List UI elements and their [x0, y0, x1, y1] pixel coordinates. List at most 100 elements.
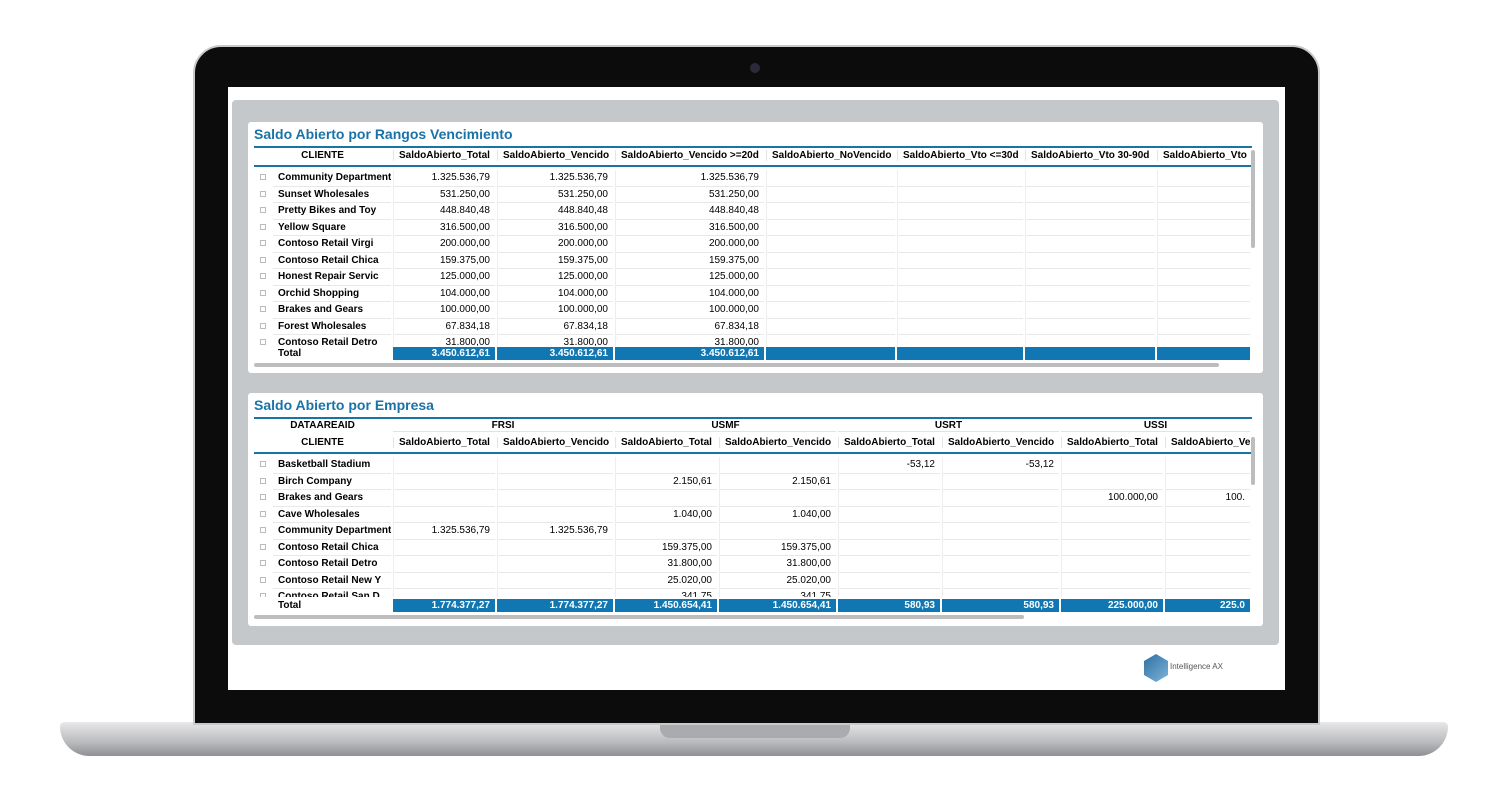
value-cell: 448.840,48 — [393, 203, 495, 220]
total-cell: 1.774.377,27 — [393, 599, 495, 612]
total-cell — [1157, 347, 1250, 360]
table-cell — [1061, 556, 1163, 573]
table-cell — [393, 457, 495, 474]
table-cell — [838, 589, 940, 597]
table-cell — [1025, 186, 1155, 203]
value-cell: 100.000,00 — [1061, 490, 1163, 507]
table-cell — [942, 539, 1059, 556]
column-header: CLIENTE — [301, 150, 344, 161]
value-cell: 100.000,00 — [615, 302, 764, 319]
logo-icon — [1144, 654, 1168, 682]
expand-icon — [260, 190, 266, 197]
value-cell: 2.150,61 — [719, 473, 836, 490]
row-label: Sunset Wholesales — [273, 187, 391, 203]
header-rule — [254, 452, 1252, 454]
expand-icon — [260, 527, 266, 533]
value-cell: 159.375,00 — [719, 539, 836, 556]
total-cell: 3.450.612,61 — [393, 347, 495, 360]
group-header: USRT — [838, 420, 1059, 432]
table-cell — [497, 457, 613, 474]
table-cell — [897, 252, 1023, 269]
table-cell — [1165, 589, 1250, 597]
h-scrollbar — [254, 615, 1024, 619]
value-cell: 25.020,00 — [615, 572, 717, 589]
table-cell — [615, 523, 717, 540]
value-cell: 316.500,00 — [497, 219, 613, 236]
table-cell — [497, 589, 613, 597]
table-cell — [897, 269, 1023, 286]
row-label: Orchid Shopping — [273, 286, 391, 302]
table-cell — [942, 490, 1059, 507]
table-cell — [766, 203, 895, 220]
table-cell — [1061, 457, 1163, 474]
table-cell — [766, 318, 895, 335]
value-cell: 531.250,00 — [615, 186, 764, 203]
value-cell: 200.000,00 — [615, 236, 764, 253]
table-body: Community Department 1.325.536,79 1.325.53… — [248, 170, 1252, 346]
table-cell — [1157, 285, 1250, 302]
total-cell: 1.450.654,41 — [719, 599, 836, 612]
value-cell: 316.500,00 — [393, 219, 495, 236]
value-cell: 1.325.536,79 — [393, 523, 495, 540]
row-label: Contoso Retail Detro — [273, 556, 391, 573]
value-cell: 31.800,00 — [615, 335, 764, 346]
value-cell: 2.150,61 — [615, 473, 717, 490]
value-cell: 104.000,00 — [393, 285, 495, 302]
table-cell — [838, 490, 940, 507]
table-cell — [942, 523, 1059, 540]
table-cell — [838, 473, 940, 490]
expand-icon — [260, 560, 266, 566]
column-header: SaldoAbierto_Vencido — [942, 437, 1059, 448]
row-label: Brakes and Gears — [273, 490, 391, 507]
expand-icon — [260, 240, 266, 246]
value-cell: 31.800,00 — [497, 335, 613, 346]
expand-icon — [260, 273, 266, 279]
table-cell — [1165, 556, 1250, 573]
table-cell — [1165, 506, 1250, 523]
table-cell — [1061, 506, 1163, 523]
table-cell — [1165, 457, 1250, 474]
value-cell: 67.834,18 — [393, 318, 495, 335]
total-cell: 225.0 — [1165, 599, 1250, 612]
expand-icon — [260, 289, 266, 296]
table-cell — [497, 506, 613, 523]
value-cell: 125.000,00 — [615, 269, 764, 286]
table-cell — [838, 506, 940, 523]
column-header: SaldoAbierto_Vencido — [497, 437, 613, 448]
column-header: SaldoAbierto_Total — [393, 437, 495, 448]
value-cell: 104.000,00 — [615, 285, 764, 302]
expand-icon — [260, 223, 266, 230]
column-header: SaldoAbierto_Total — [615, 437, 717, 448]
value-cell: 1.325.536,79 — [393, 170, 495, 187]
table-cell — [1025, 170, 1155, 187]
group-header: USMF — [615, 420, 836, 432]
total-cell: 1.774.377,27 — [497, 599, 613, 612]
table-cell — [766, 269, 895, 286]
table-cell — [897, 170, 1023, 187]
column-header: SaldoAbierto_Vencido — [719, 437, 836, 448]
table-cell — [838, 523, 940, 540]
table-cell — [1025, 318, 1155, 335]
header-rule — [254, 417, 1252, 419]
table-cell — [897, 302, 1023, 319]
expand-icon — [260, 306, 266, 312]
table-cell — [897, 219, 1023, 236]
table-cell — [497, 539, 613, 556]
value-cell: 1.040,00 — [615, 506, 717, 523]
value-cell: 159.375,00 — [393, 252, 495, 269]
table-cell — [766, 186, 895, 203]
value-cell: 100.000,00 — [497, 302, 613, 319]
value-cell: 1.325.536,79 — [497, 523, 613, 540]
table-cell — [615, 490, 717, 507]
value-cell: 100. — [1165, 490, 1250, 507]
value-cell: 31.800,00 — [393, 335, 495, 346]
value-cell: 31.800,00 — [719, 556, 836, 573]
table-cell — [838, 572, 940, 589]
table-cell — [1025, 236, 1155, 253]
total-label: Total — [278, 348, 302, 359]
row-label: Yellow Square — [273, 220, 391, 236]
total-cell — [1025, 347, 1155, 360]
table-cell — [1157, 219, 1250, 236]
row-label: Contoso Retail San D — [273, 589, 391, 597]
table-cell — [719, 523, 836, 540]
